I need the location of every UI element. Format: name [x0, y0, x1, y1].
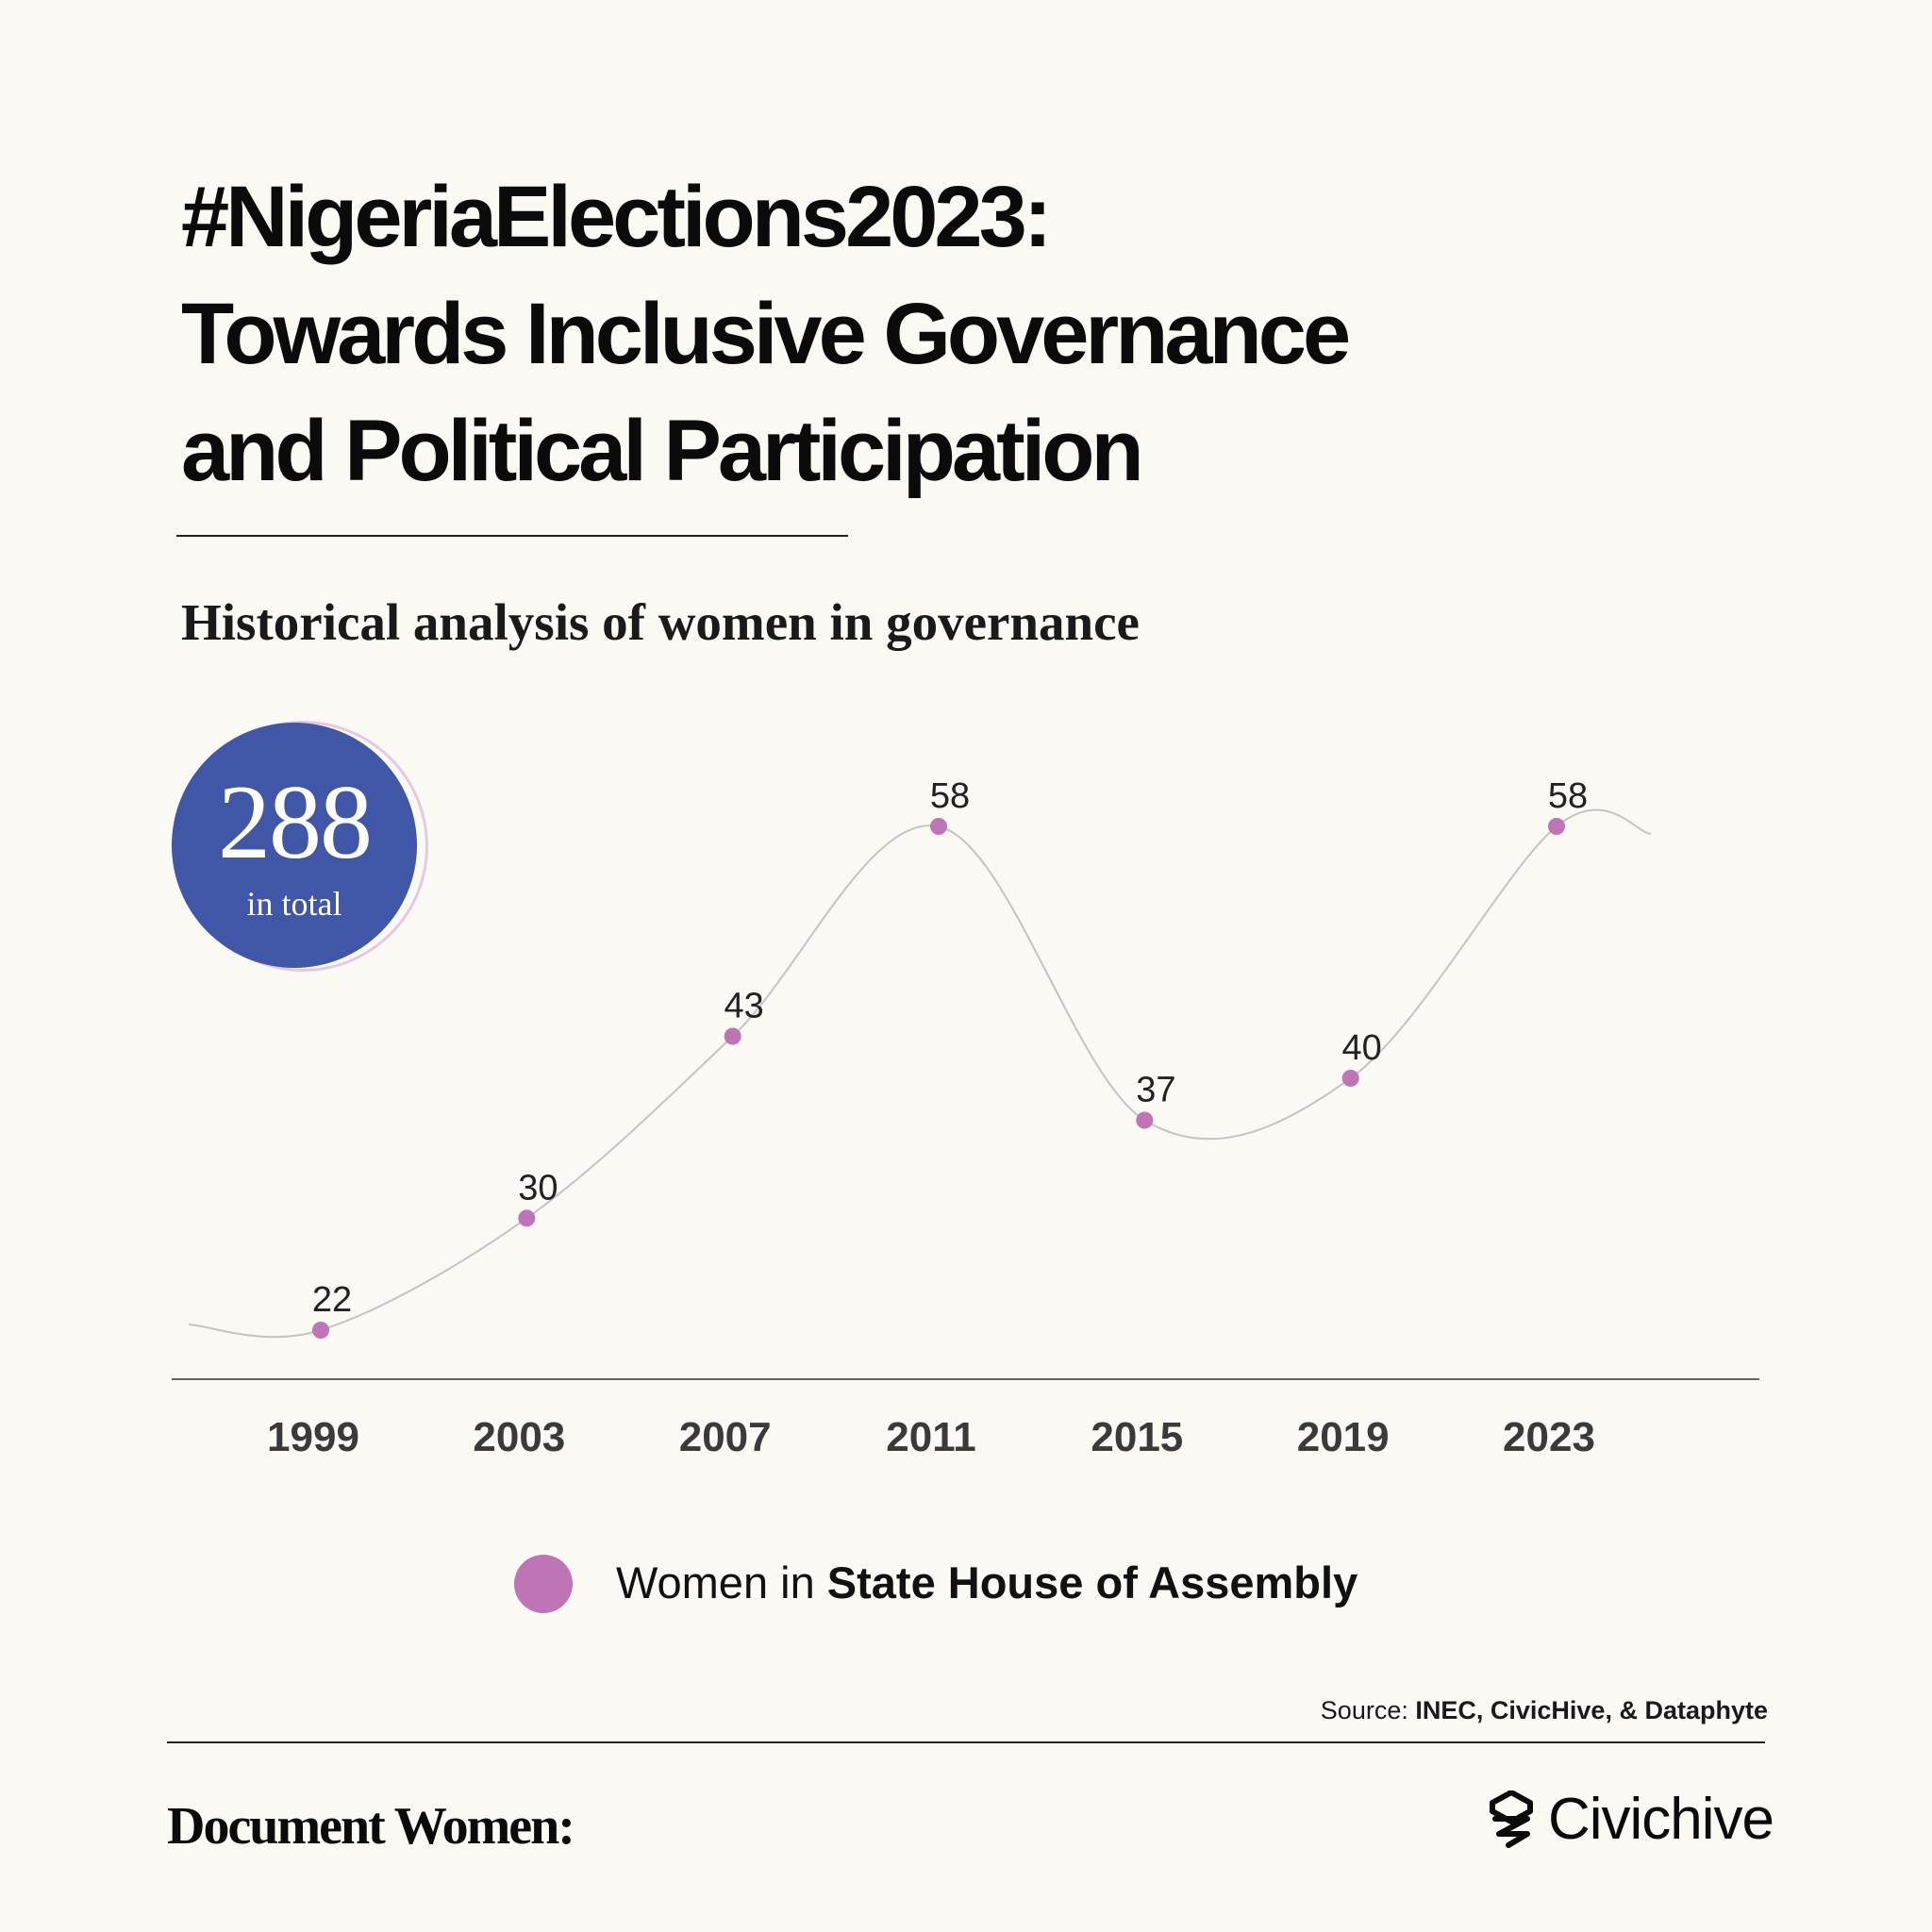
data-label-2003: 30	[518, 1168, 558, 1208]
total-value: 288	[218, 764, 373, 881]
x-tick-label-2015: 2015	[1091, 1414, 1183, 1460]
legend-label-prefix: Women in	[616, 1557, 815, 1607]
data-point-2019	[1341, 1070, 1359, 1087]
legend-label-bold: State House of Assembly	[826, 1557, 1358, 1607]
data-label-1999: 22	[312, 1280, 352, 1320]
x-axis-tick-labels: 1999 2003 2007 2011 2015 2019 2023	[267, 1414, 1595, 1460]
title-line-1: #NigeriaElections2023:	[181, 169, 1052, 265]
source-note: Source: INEC, CivicHive, & Dataphyte	[1321, 1696, 1768, 1725]
legend-label: Women in State House of Assembly	[616, 1553, 1357, 1613]
source-prefix: Source:	[1320, 1696, 1408, 1724]
total-badge: 288 in total	[170, 719, 436, 972]
data-point-2007	[724, 1027, 741, 1045]
source-names: INEC, CivicHive, & Dataphyte	[1415, 1696, 1768, 1724]
data-point-2023	[1548, 818, 1565, 835]
total-badge-disc: 288 in total	[172, 723, 417, 968]
legend-swatch	[514, 1555, 573, 1613]
civichive-wordmark: Civichive	[1547, 1787, 1774, 1852]
data-label-2007: 43	[724, 987, 764, 1026]
x-tick-label-2007: 2007	[679, 1414, 772, 1460]
data-label-2019: 40	[1342, 1028, 1382, 1068]
data-label-2015: 37	[1136, 1071, 1175, 1110]
data-point-2011	[930, 818, 947, 835]
document-women-logo: Document Women:	[167, 1797, 575, 1856]
civichive-logo: Civichive	[1489, 1787, 1774, 1853]
total-label: in total	[246, 885, 342, 923]
title-line-2: Towards Inclusive Governance	[181, 286, 1351, 382]
chart-subtitle: Historical analysis of women in governan…	[181, 593, 1140, 651]
x-tick-label-1999: 1999	[267, 1414, 359, 1460]
footer-divider	[167, 1741, 1765, 1743]
data-label-2011: 58	[930, 776, 970, 816]
x-tick-label-2023: 2023	[1503, 1414, 1595, 1460]
page-title: #NigeriaElections2023: Towards Inclusive…	[181, 158, 1785, 509]
data-point-2003	[518, 1209, 536, 1227]
title-divider	[176, 535, 848, 537]
title-line-3: and Political Participation	[181, 403, 1144, 499]
data-labels: 22 30 43 58 37 40 58	[312, 776, 1588, 1320]
line-chart: 22 30 43 58 37 40 58 1999 2003 2007 2011 2015 2019 2…	[172, 776, 1759, 1460]
data-point-2015	[1136, 1111, 1154, 1129]
civichive-logo-icon	[1489, 1790, 1533, 1848]
x-tick-label-2019: 2019	[1297, 1414, 1390, 1460]
x-tick-label-2011: 2011	[886, 1414, 975, 1460]
data-points	[312, 818, 1565, 1339]
data-label-2023: 58	[1548, 776, 1588, 816]
x-tick-label-2003: 2003	[473, 1414, 565, 1460]
data-point-1999	[312, 1322, 329, 1339]
